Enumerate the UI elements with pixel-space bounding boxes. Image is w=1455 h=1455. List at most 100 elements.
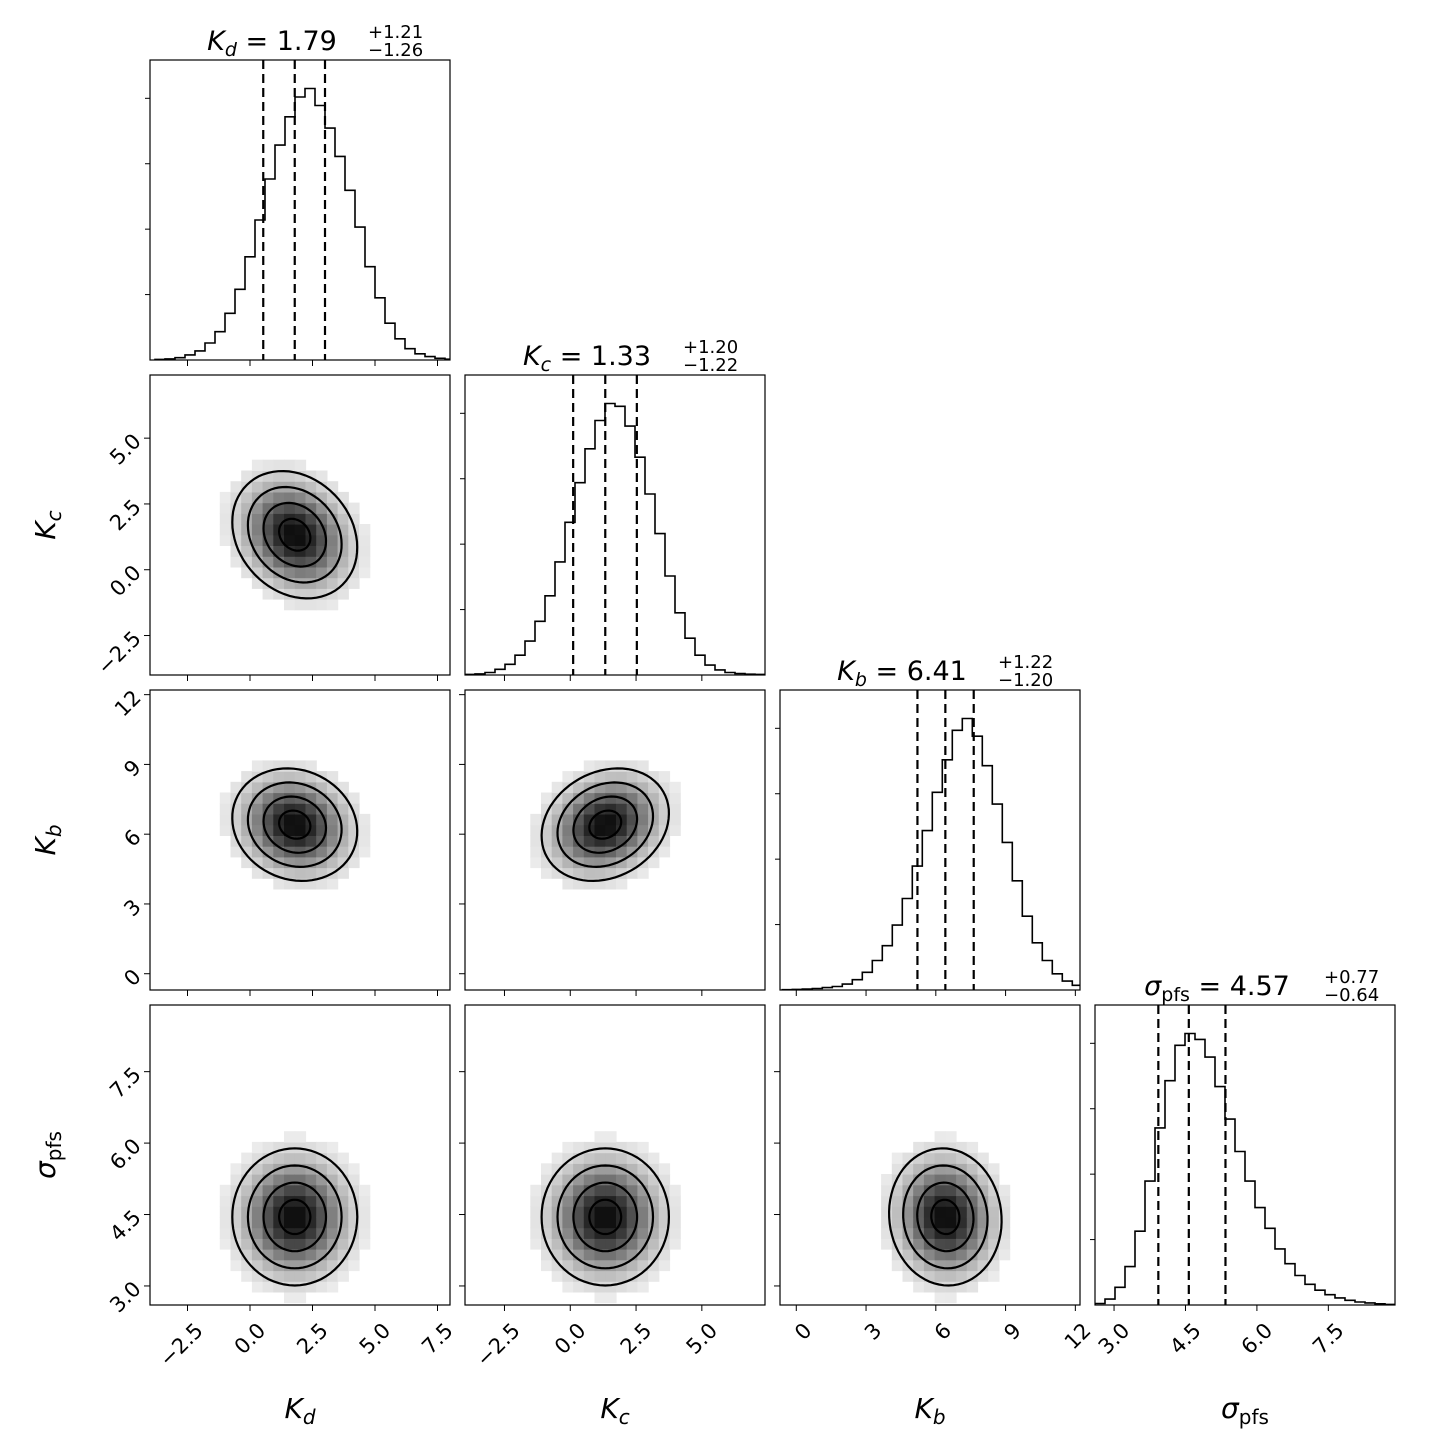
density-cell (262, 1152, 274, 1164)
density-cell (626, 803, 638, 815)
density-cell (605, 1281, 617, 1293)
panel-body (530, 760, 681, 890)
density-cell (294, 556, 307, 568)
panel-body (881, 1131, 1011, 1304)
density-cell (337, 824, 349, 836)
density-cell (219, 534, 232, 546)
density-cell (998, 1184, 1011, 1197)
density-cell (348, 534, 360, 546)
density-cell (616, 1216, 628, 1229)
density-cell (541, 856, 553, 869)
density-cell (998, 1206, 1011, 1218)
density-cell (284, 1184, 296, 1197)
density-cell (977, 1259, 989, 1272)
density-cell (294, 856, 307, 869)
density-cell (956, 1216, 968, 1229)
density-cell (294, 771, 307, 783)
density-cell (637, 771, 649, 783)
density-cell (658, 803, 671, 815)
density-cell (669, 1184, 681, 1197)
density-cell (562, 824, 574, 836)
density-cell (966, 1163, 979, 1175)
x-axis-label-Kc-symbol: K (600, 1392, 621, 1425)
density-cell (530, 1238, 542, 1250)
y-tick-label-Kb: 0 (119, 965, 145, 991)
density-cell (541, 1174, 553, 1186)
density-cell (284, 502, 296, 514)
x-axis-label-Kb-subscript: b (933, 1405, 946, 1429)
density-cell (551, 867, 563, 879)
density-cell (251, 502, 264, 514)
density-cell (230, 781, 242, 794)
density-cell (251, 1249, 264, 1261)
contour-level-1 (588, 1198, 623, 1236)
density-cell (359, 524, 371, 536)
density-cell (262, 491, 274, 504)
density-cell (262, 459, 274, 471)
density-cell (658, 846, 671, 858)
panel-spfs-Kc: −2.5 0.0 2.5 5.0 (459, 1004, 766, 1371)
density-cell (583, 1152, 596, 1164)
title-value: = 4.57 (1190, 971, 1290, 1002)
density-cell (273, 556, 285, 568)
density-cell (241, 846, 253, 858)
density-cell (305, 1206, 317, 1218)
density-cell (273, 502, 285, 514)
density-cell (594, 1131, 606, 1143)
panel-spfs-Kd: −2.5 0.0 2.5 5.0 7.5 3.0 4.5 6.0 7.5 (105, 1004, 458, 1371)
density-cell (594, 1174, 606, 1186)
panel-Kb-Kd: 0 3 6 9 12 (110, 685, 451, 996)
title-subscript: d (225, 39, 238, 61)
density-cell (583, 760, 596, 772)
density-cell (648, 1174, 660, 1186)
density-cell (241, 1249, 253, 1261)
density-cell (658, 781, 671, 794)
density-cell (648, 1249, 660, 1261)
density-cell (669, 781, 681, 794)
title-errors-Kb: +1.22−1.20 (998, 652, 1053, 691)
density-cell (262, 1216, 274, 1229)
density-cell (294, 1249, 307, 1261)
density-cell (902, 1152, 914, 1164)
density-cell (230, 824, 242, 836)
density-cell (551, 1184, 563, 1197)
panel-spfs-Kb: 0 3 6 9 12 (774, 1004, 1096, 1354)
density-cell (294, 534, 307, 546)
density-cell (594, 1152, 606, 1164)
histogram-Kc (465, 402, 765, 675)
density-cell (273, 513, 285, 525)
density-cell (573, 1238, 585, 1250)
density-cell (326, 1281, 339, 1293)
density-cell (562, 878, 574, 890)
density-cell (541, 824, 553, 836)
density-cell (316, 481, 328, 493)
density-cell (284, 803, 296, 815)
density-cell (594, 760, 606, 772)
density-cell (316, 556, 328, 568)
density-cell (305, 502, 317, 514)
density-cell (262, 856, 274, 869)
density-cell (669, 1195, 681, 1207)
density-cell (945, 1152, 957, 1164)
density-cell (251, 1184, 264, 1197)
density-cell (562, 835, 574, 847)
density-cell (977, 1270, 989, 1282)
density-cell (637, 1270, 649, 1282)
density-cell (284, 813, 296, 826)
density-cell (273, 534, 285, 546)
density-cell (348, 1163, 360, 1175)
density-cell (305, 1174, 317, 1186)
contour-level-4 (231, 767, 359, 883)
title-subscript: pfs (1161, 984, 1190, 1006)
density-cell (241, 803, 253, 815)
density-cell (977, 1216, 989, 1229)
density-cell (326, 1259, 339, 1272)
density-cell (573, 1270, 585, 1282)
density-cell (284, 1249, 296, 1261)
density-cell (294, 566, 307, 579)
density-cell (562, 803, 574, 815)
density-cell (326, 481, 339, 493)
density-cell (626, 835, 638, 847)
density-cell (945, 1163, 957, 1175)
density-cell (573, 1184, 585, 1197)
